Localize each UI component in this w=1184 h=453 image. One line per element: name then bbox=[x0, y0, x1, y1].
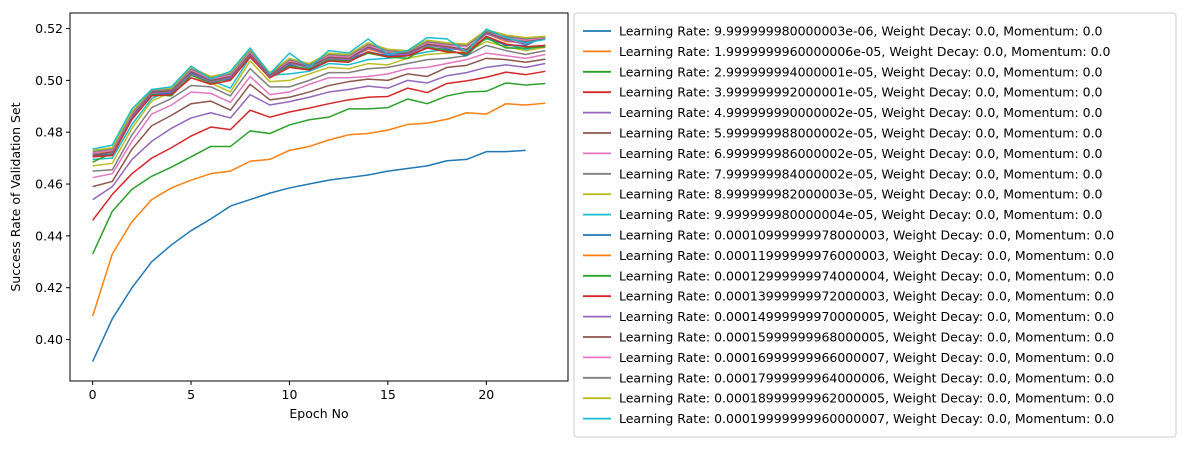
legend-item-9: Learning Rate: 8.999999982000003e-05, We… bbox=[583, 187, 1103, 202]
legend-box bbox=[573, 12, 1177, 438]
series-line-14 bbox=[92, 35, 546, 158]
legend: Learning Rate: 9.999999980000003e-06, We… bbox=[573, 12, 1177, 438]
legend-item-12: Learning Rate: 0.00011999999976000003, W… bbox=[583, 248, 1114, 263]
y-tick-label: 0.52 bbox=[35, 21, 63, 36]
series-line-3 bbox=[91, 82, 546, 255]
legend-label: Learning Rate: 3.999999992000001e-05, We… bbox=[619, 85, 1103, 100]
x-tick-label: 5 bbox=[187, 387, 195, 402]
legend-label: Learning Rate: 2.999999994000001e-05, We… bbox=[619, 64, 1103, 79]
legend-label: Learning Rate: 0.00011999999976000003, W… bbox=[619, 248, 1114, 263]
legend-label: Learning Rate: 0.00015999999968000005, W… bbox=[619, 330, 1114, 345]
plot-lines bbox=[91, 28, 546, 362]
legend-label: Learning Rate: 9.999999980000004e-05, We… bbox=[619, 207, 1103, 222]
legend-item-19: Learning Rate: 0.00018999999962000005, W… bbox=[583, 391, 1114, 406]
series-line-4 bbox=[92, 70, 546, 221]
x-tick-label: 20 bbox=[478, 387, 494, 402]
legend-item-1: Learning Rate: 9.999999980000003e-06, We… bbox=[583, 24, 1103, 39]
series-line-20 bbox=[92, 28, 546, 150]
legend-label: Learning Rate: 0.00012999999974000004, W… bbox=[619, 268, 1114, 283]
y-tick-label: 0.48 bbox=[35, 125, 63, 140]
legend-item-11: Learning Rate: 0.00010999999978000003, W… bbox=[583, 228, 1114, 243]
legend-label: Learning Rate: 0.00014999999970000005, W… bbox=[619, 309, 1114, 324]
legend-item-7: Learning Rate: 6.999999986000002e-05, We… bbox=[583, 146, 1103, 161]
series-line-2 bbox=[91, 102, 546, 317]
legend-item-15: Learning Rate: 0.00014999999970000005, W… bbox=[583, 309, 1114, 324]
legend-item-2: Learning Rate: 1.9999999960000006e-05, W… bbox=[583, 44, 1111, 59]
legend-label: Learning Rate: 0.00019999999960000007, W… bbox=[619, 411, 1114, 426]
legend-label: Learning Rate: 8.999999982000003e-05, We… bbox=[619, 187, 1103, 202]
legend-item-14: Learning Rate: 0.00013999999972000003, W… bbox=[583, 289, 1114, 304]
series-line-8 bbox=[92, 44, 546, 172]
legend-label: Learning Rate: 0.00017999999964000006, W… bbox=[619, 370, 1114, 385]
legend-item-17: Learning Rate: 0.00016999999966000007, W… bbox=[583, 350, 1114, 365]
legend-label: Learning Rate: 4.999999990000002e-05, We… bbox=[619, 105, 1103, 120]
y-axis-ticks: 0.40 0.42 0.44 0.46 0.48 0.50 0.52 bbox=[35, 21, 70, 347]
series-line-7 bbox=[92, 52, 546, 179]
series-line-5 bbox=[92, 62, 546, 201]
legend-item-20: Learning Rate: 0.00019999999960000007, W… bbox=[583, 411, 1114, 426]
legend-item-4: Learning Rate: 3.999999992000001e-05, We… bbox=[583, 85, 1103, 100]
legend-label: Learning Rate: 0.00016999999966000007, W… bbox=[619, 350, 1114, 365]
legend-label: Learning Rate: 9.999999980000003e-06, We… bbox=[619, 24, 1103, 39]
legend-label: Learning Rate: 0.00013999999972000003, W… bbox=[619, 289, 1114, 304]
y-tick-label: 0.46 bbox=[35, 177, 63, 192]
y-tick-label: 0.50 bbox=[35, 73, 63, 88]
series-line-1 bbox=[91, 149, 526, 362]
legend-label: Learning Rate: 0.00018999999962000005, W… bbox=[619, 391, 1114, 406]
legend-label: Learning Rate: 6.999999986000002e-05, We… bbox=[619, 146, 1103, 161]
legend-label: Learning Rate: 7.999999984000002e-05, We… bbox=[619, 166, 1103, 181]
legend-item-16: Learning Rate: 0.00015999999968000005, W… bbox=[583, 330, 1114, 345]
y-tick-label: 0.44 bbox=[35, 228, 63, 243]
legend-items: Learning Rate: 9.999999980000003e-06, We… bbox=[583, 24, 1114, 426]
y-axis-label: Success Rate of Validation Set bbox=[8, 102, 23, 291]
x-axis-label: Epoch No bbox=[289, 406, 348, 421]
legend-item-8: Learning Rate: 7.999999984000002e-05, We… bbox=[583, 166, 1103, 181]
legend-label: Learning Rate: 0.00010999999978000003, W… bbox=[619, 228, 1114, 243]
series-line-10 bbox=[92, 38, 546, 161]
y-tick-label: 0.42 bbox=[35, 280, 63, 295]
x-axis-ticks: 0 5 10 15 20 bbox=[89, 381, 494, 402]
legend-item-10: Learning Rate: 9.999999980000004e-05, We… bbox=[583, 207, 1103, 222]
legend-label: Learning Rate: 5.999999988000002e-05, We… bbox=[619, 126, 1103, 141]
legend-item-18: Learning Rate: 0.00017999999964000006, W… bbox=[583, 370, 1114, 385]
series-line-6 bbox=[92, 57, 546, 188]
legend-item-3: Learning Rate: 2.999999994000001e-05, We… bbox=[583, 64, 1103, 79]
legend-label: Learning Rate: 1.9999999960000006e-05, W… bbox=[619, 44, 1111, 59]
plot-area-frame bbox=[69, 12, 569, 382]
legend-item-5: Learning Rate: 4.999999990000002e-05, We… bbox=[583, 105, 1103, 120]
legend-item-6: Learning Rate: 5.999999988000002e-05, We… bbox=[583, 126, 1103, 141]
series-line-13 bbox=[92, 36, 546, 163]
x-tick-label: 0 bbox=[89, 387, 97, 402]
series-line-16 bbox=[92, 31, 546, 157]
x-tick-label: 10 bbox=[282, 387, 298, 402]
x-tick-label: 15 bbox=[380, 387, 396, 402]
y-tick-label: 0.40 bbox=[35, 332, 63, 347]
legend-item-13: Learning Rate: 0.00012999999974000004, W… bbox=[583, 268, 1114, 283]
